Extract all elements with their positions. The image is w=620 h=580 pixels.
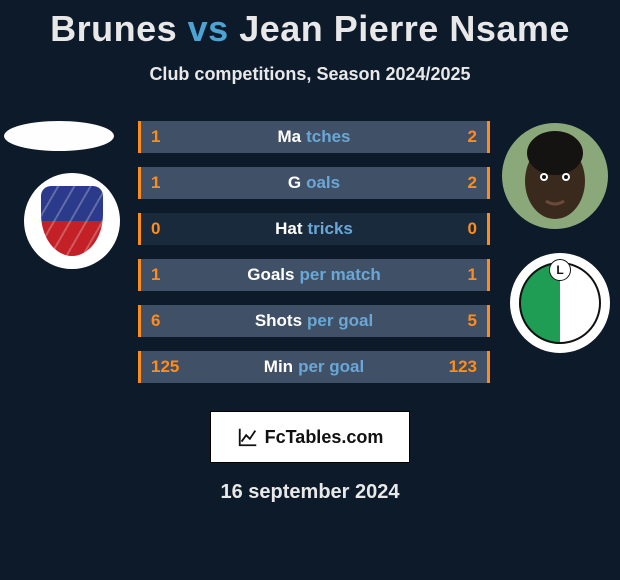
comparison-arena: 12Matches12Goals00Hattricks11Goalsper ma… <box>0 113 620 393</box>
bar-label-part2: tches <box>306 127 350 147</box>
player1-club-badge <box>24 173 120 269</box>
metric-bar-goals: 12Goals <box>138 167 490 199</box>
title-vs: vs <box>188 8 229 49</box>
title-player2: Jean Pierre Nsame <box>239 8 570 49</box>
metric-bar-min_per_goal: 125123Minper goal <box>138 351 490 383</box>
bar-label-part1: Min <box>264 357 293 377</box>
bar-label-part2: tricks <box>308 219 353 239</box>
bar-label-part2: per goal <box>307 311 373 331</box>
title-player1: Brunes <box>50 8 177 49</box>
metric-bar-hattricks: 00Hattricks <box>138 213 490 245</box>
brand-box[interactable]: FcTables.com <box>210 411 410 463</box>
bar-label: Shotsper goal <box>141 305 487 337</box>
bar-label: Goals per match <box>141 259 487 291</box>
player2-face-icon <box>502 123 608 229</box>
bar-label: Goals <box>141 167 487 199</box>
player2-club-badge <box>510 253 610 353</box>
bar-label-part2: per match <box>300 265 381 285</box>
metric-bar-shots_per_goal: 65Shotsper goal <box>138 305 490 337</box>
page-title: Brunes vs Jean Pierre Nsame <box>0 0 620 50</box>
bar-label-part1: Hat <box>275 219 302 239</box>
bar-label-part1: G <box>288 173 301 193</box>
bar-label: Matches <box>141 121 487 153</box>
metric-bars: 12Matches12Goals00Hattricks11Goalsper ma… <box>138 121 490 383</box>
club2-crest-icon <box>519 262 601 344</box>
player2-avatar <box>502 123 608 229</box>
brand-text: FcTables.com <box>265 427 384 448</box>
bar-label-part1: Shots <box>255 311 302 331</box>
metric-bar-goals_per_match: 11Goalsper match <box>138 259 490 291</box>
club1-crest-icon <box>41 186 103 256</box>
player1-avatar <box>4 121 114 151</box>
bar-label-part1: Goals <box>247 265 294 285</box>
bar-label-part2: per goal <box>298 357 364 377</box>
bar-label: Hat tricks <box>141 213 487 245</box>
bar-label-part2: oals <box>306 173 340 193</box>
footer-date: 16 september 2024 <box>0 481 620 504</box>
metric-bar-matches: 12Matches <box>138 121 490 153</box>
bar-label-part1: Ma <box>277 127 301 147</box>
chart-icon <box>237 426 259 448</box>
bar-label: Minper goal <box>141 351 487 383</box>
subtitle: Club competitions, Season 2024/2025 <box>0 64 620 85</box>
